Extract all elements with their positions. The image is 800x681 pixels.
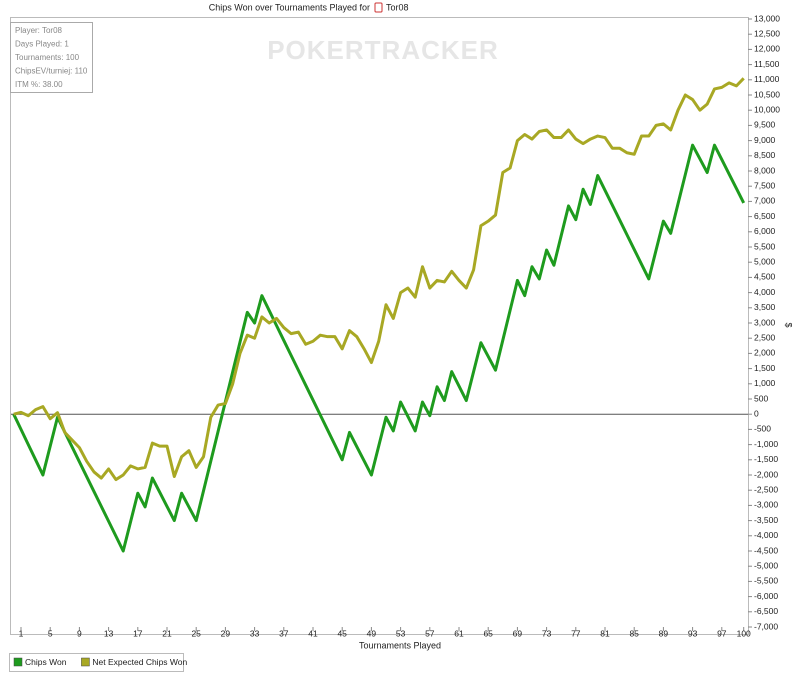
x-tick-label: 97 bbox=[717, 628, 727, 638]
x-tick-label: 17 bbox=[133, 628, 143, 638]
x-tick-label: 85 bbox=[629, 628, 639, 638]
x-tick-label: 81 bbox=[600, 628, 610, 638]
y-tick-label: -3,000 bbox=[754, 500, 778, 510]
y-tick-label: -2,000 bbox=[754, 469, 778, 479]
legend-swatch bbox=[81, 657, 90, 667]
x-tick-label: 61 bbox=[454, 628, 464, 638]
x-tick-label: 37 bbox=[279, 628, 289, 638]
y-tick-label: 8,000 bbox=[754, 165, 776, 175]
chart-title-name: Tor08 bbox=[386, 2, 409, 12]
y-tick-label: 1,500 bbox=[754, 363, 776, 373]
y-tick-label: -1,500 bbox=[754, 454, 778, 464]
legend-swatch bbox=[13, 657, 23, 667]
info-box bbox=[10, 22, 93, 93]
y-tick-label: 10,500 bbox=[754, 89, 780, 99]
y-tick-label: -6,000 bbox=[754, 591, 778, 601]
series-line bbox=[12, 143, 746, 553]
y-tick-label: 13,000 bbox=[754, 13, 780, 23]
series-line bbox=[13, 77, 745, 482]
y-tick-label: -500 bbox=[754, 424, 771, 434]
x-tick-label: 93 bbox=[688, 628, 698, 638]
watermark: POKERTRACKER bbox=[267, 35, 499, 65]
info-text: Days Played: 1 bbox=[15, 40, 69, 49]
y-axis-label: $ bbox=[784, 322, 794, 327]
y-tick-label: 2,500 bbox=[754, 332, 776, 342]
legend-label: Net Expected Chips Won bbox=[92, 657, 187, 667]
x-tick-label: 41 bbox=[308, 628, 318, 638]
y-tick-label: 500 bbox=[754, 393, 768, 403]
x-tick-label: 45 bbox=[337, 628, 347, 638]
y-tick-label: -7,000 bbox=[754, 621, 778, 631]
x-tick-label: 77 bbox=[571, 628, 581, 638]
y-tick-label: -3,500 bbox=[754, 515, 778, 525]
plot-frame bbox=[10, 17, 749, 635]
y-tick-label: 9,500 bbox=[754, 120, 776, 130]
y-tick-label: 6,000 bbox=[754, 226, 776, 236]
y-tick-label: -2,500 bbox=[754, 484, 778, 494]
y-tick-label: 1,000 bbox=[754, 378, 776, 388]
y-tick-label: 7,500 bbox=[754, 180, 776, 190]
chart-title: Chips Won over Tournaments Played for bbox=[209, 2, 370, 12]
y-tick-label: 8,500 bbox=[754, 150, 776, 160]
x-tick-label: 5 bbox=[48, 628, 53, 638]
y-tick-label: 5,500 bbox=[754, 241, 776, 251]
y-tick-label: 10,000 bbox=[754, 104, 780, 114]
y-tick-label: -5,500 bbox=[754, 576, 778, 586]
legend-box bbox=[9, 653, 184, 672]
y-tick-label: 6,500 bbox=[754, 211, 776, 221]
x-tick-label: 21 bbox=[162, 628, 172, 638]
x-tick-label: 53 bbox=[396, 628, 406, 638]
y-tick-label: 12,000 bbox=[754, 44, 780, 54]
y-tick-label: 4,000 bbox=[754, 287, 776, 297]
x-tick-label: 49 bbox=[367, 628, 377, 638]
x-tick-label: 9 bbox=[77, 628, 82, 638]
x-tick-label: 100 bbox=[737, 628, 751, 638]
y-tick-label: -6,500 bbox=[754, 606, 778, 616]
y-tick-label: 11,000 bbox=[754, 74, 780, 84]
x-tick-label: 1 bbox=[19, 628, 24, 638]
x-tick-label: 73 bbox=[542, 628, 552, 638]
y-tick-label: 12,500 bbox=[754, 28, 780, 38]
x-tick-label: 69 bbox=[513, 628, 523, 638]
y-tick-label: 4,500 bbox=[754, 272, 776, 282]
x-tick-label: 29 bbox=[221, 628, 231, 638]
y-tick-label: 3,500 bbox=[754, 302, 776, 312]
x-tick-label: 65 bbox=[483, 628, 493, 638]
x-tick-label: 25 bbox=[191, 628, 201, 638]
y-tick-label: 11,500 bbox=[754, 59, 780, 69]
player-icon bbox=[374, 2, 383, 13]
info-text: Tournaments: 100 bbox=[15, 53, 80, 62]
y-tick-label: 3,000 bbox=[754, 317, 776, 327]
y-tick-label: 0 bbox=[754, 408, 759, 418]
x-tick-label: 57 bbox=[425, 628, 435, 638]
y-tick-label: 5,000 bbox=[754, 256, 776, 266]
info-text: ChipsEV/turniej: 110 bbox=[15, 67, 88, 76]
x-tick-label: 13 bbox=[104, 628, 114, 638]
y-tick-label: 7,000 bbox=[754, 196, 776, 206]
y-tick-label: -5,000 bbox=[754, 560, 778, 570]
x-tick-label: 89 bbox=[659, 628, 669, 638]
y-tick-label: 2,000 bbox=[754, 348, 776, 358]
legend-label: Chips Won bbox=[25, 657, 67, 667]
y-tick-label: 9,000 bbox=[754, 135, 776, 145]
y-tick-label: -1,000 bbox=[754, 439, 778, 449]
x-tick-label: 33 bbox=[250, 628, 260, 638]
info-text: ITM %: 38.00 bbox=[15, 80, 63, 89]
info-text: Player: Tor08 bbox=[15, 26, 63, 35]
y-tick-label: -4,000 bbox=[754, 530, 778, 540]
x-axis-label: Tournaments Played bbox=[359, 640, 441, 650]
y-tick-label: -4,500 bbox=[754, 545, 778, 555]
